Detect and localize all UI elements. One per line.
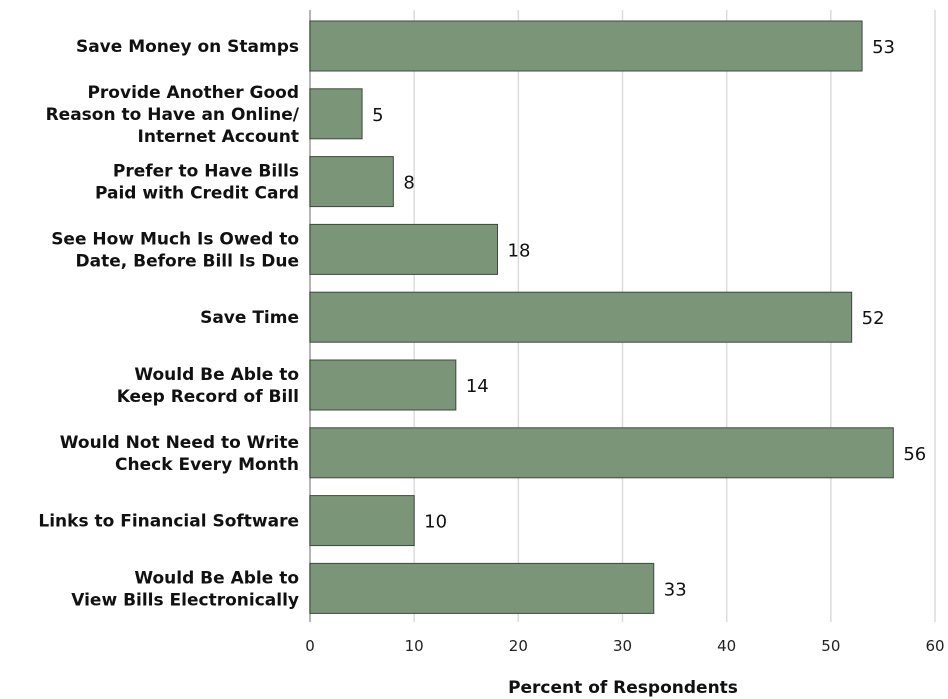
x-tick-label: 20 [509,637,528,655]
x-tick-label: 40 [717,637,736,655]
bar [309,20,863,72]
bar [309,223,498,275]
category-label: Would Not Need to Write Check Every Month [60,433,299,475]
x-tick-label: 30 [613,637,632,655]
bar [309,156,394,208]
value-label: 33 [664,579,687,600]
category-label: Save Money on Stamps [76,37,299,57]
value-label: 53 [872,37,895,58]
category-label: Save Time [200,308,299,328]
value-label: 5 [372,105,383,126]
value-labels: 53 5 8 18 52 14 56 10 33 [372,37,926,600]
x-tick-label: 0 [305,637,315,655]
value-label: 52 [862,308,885,329]
category-label: Provide Another Good Reason to Have an On… [46,83,300,147]
category-label: Would Be Able to Keep Record of Bill [117,365,299,407]
category-label: Prefer to Have Bills Paid with Credit Car… [95,162,299,204]
category-label: Links to Financial Software [38,512,299,532]
value-label: 8 [403,173,414,194]
bars [309,20,894,614]
x-tick-labels: 0 10 20 30 40 50 60 [305,637,944,655]
bar [309,495,415,547]
category-label: Would Be Able to View Bills Electronicall… [71,568,299,610]
bar [309,291,853,343]
x-axis-title: Percent of Respondents [508,678,738,698]
value-label: 10 [424,512,447,533]
bar [309,88,363,140]
category-labels: Save Money on Stamps Provide Another Good… [38,37,299,610]
bar [309,359,457,411]
bar [309,562,655,614]
x-tick-label: 10 [405,637,424,655]
x-tick-label: 60 [925,637,944,655]
value-label: 18 [508,240,531,261]
x-tick-label: 50 [821,637,840,655]
value-label: 14 [466,376,489,397]
value-label: 56 [903,444,926,465]
category-label: See How Much Is Owed to Date, Before Bill… [51,229,299,271]
bar [309,427,894,479]
